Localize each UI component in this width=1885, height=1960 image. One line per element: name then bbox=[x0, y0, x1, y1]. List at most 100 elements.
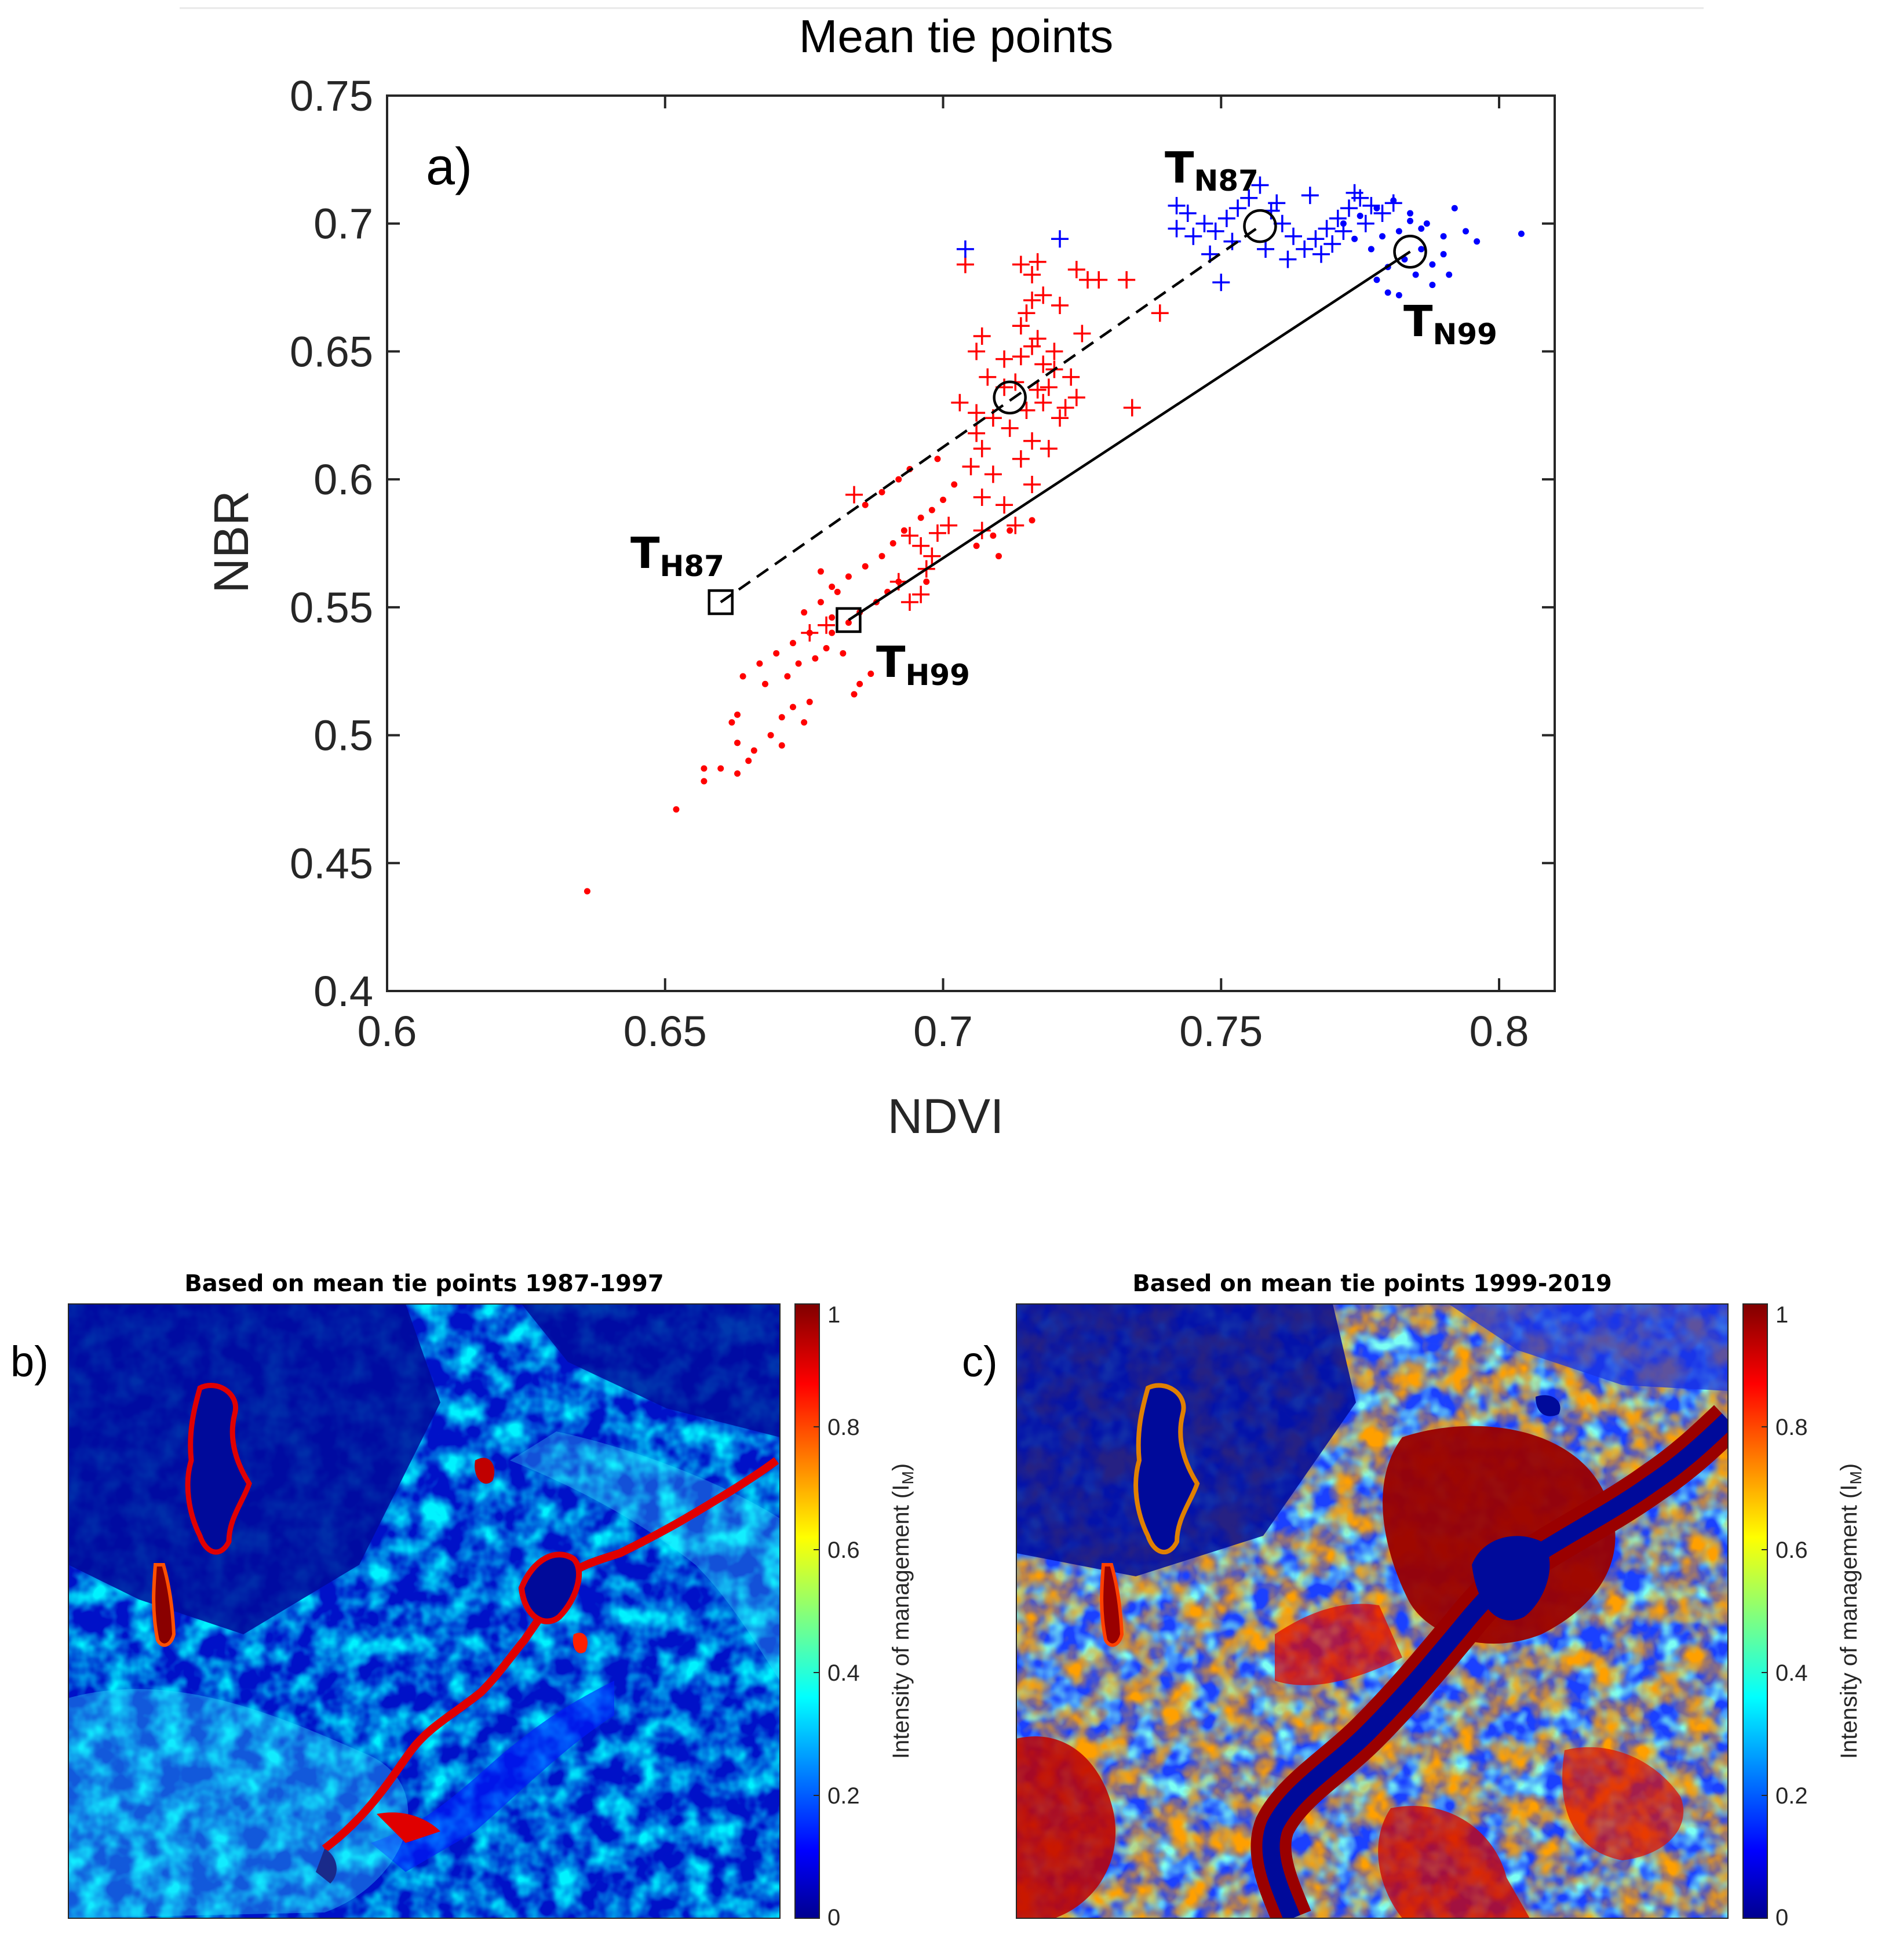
scatter-point-plus bbox=[973, 440, 991, 458]
colorbar-tick-label: 0.4 bbox=[1775, 1660, 1808, 1686]
scatter-point-plus bbox=[1034, 286, 1052, 304]
tie-label-n99: TN99 bbox=[1403, 297, 1497, 351]
colorbar-c-ticks: 0 0.2 0.4 0.6 0.8 1 bbox=[1762, 1302, 1808, 1930]
scatter-point-dot bbox=[928, 507, 935, 513]
scatter-point-plus bbox=[1067, 388, 1085, 406]
colorbar-tick-label: 0.8 bbox=[1775, 1415, 1808, 1440]
scatter-point-plus bbox=[1206, 222, 1224, 240]
scatter-point-dot bbox=[728, 719, 735, 726]
colorbar-tick-label: 0.2 bbox=[1775, 1783, 1808, 1809]
scatter-point-plus bbox=[1051, 296, 1069, 314]
scatter-point-plus bbox=[1168, 220, 1186, 238]
scatter-point-dot bbox=[878, 553, 885, 560]
scatter-point-dot bbox=[1395, 292, 1402, 298]
scatter-point-dot bbox=[584, 888, 590, 895]
scatter-point-plus bbox=[984, 465, 1002, 483]
scatter-point-dot bbox=[840, 650, 847, 657]
scatter-point-dot bbox=[1418, 225, 1425, 232]
scatter-point-plus bbox=[1184, 227, 1202, 245]
scatter-point-dot bbox=[845, 573, 852, 580]
scatter-point-plus bbox=[1279, 250, 1297, 268]
scatter-point-plus bbox=[1023, 292, 1041, 309]
x-tick-label: 0.75 bbox=[1179, 1007, 1263, 1055]
scatter-point-dot bbox=[739, 673, 746, 680]
colorbar-tick-label: 0.8 bbox=[827, 1415, 860, 1440]
scatter-point-plus bbox=[973, 522, 991, 540]
panel-c-label: c) bbox=[962, 1338, 998, 1386]
scatter-point-plus bbox=[979, 368, 997, 386]
tie-point-circle bbox=[1243, 209, 1277, 243]
colorbar-tick-label: 0 bbox=[827, 1905, 840, 1930]
scatter-point-dot bbox=[1384, 289, 1391, 296]
scatter-point-plus bbox=[1229, 199, 1247, 217]
y-axis-label: NBR bbox=[204, 490, 258, 593]
tie-point-square bbox=[708, 589, 734, 615]
scatter-point-dot bbox=[867, 671, 874, 677]
scatter-point-plus bbox=[996, 496, 1013, 514]
scatter-point-plus bbox=[1018, 304, 1036, 322]
scatter-point-dot bbox=[990, 532, 997, 539]
scatter-point-plus bbox=[1357, 214, 1374, 232]
scatter-point-plus bbox=[1012, 256, 1030, 274]
scatter-point-plus bbox=[968, 343, 986, 360]
scatter-point-plus bbox=[1251, 176, 1269, 194]
scatter-point-dot bbox=[806, 629, 813, 636]
scatter-panel: Mean tie points 0.4 0.45 0.5 0.55 0.6 0.65 0.7… bbox=[204, 10, 1556, 1143]
scatter-point-plus bbox=[1012, 348, 1030, 366]
map-panel-1999-2019: Based on mean tie points 1999-2019 c) 00… bbox=[962, 1270, 1865, 1930]
y-tick-label: 0.45 bbox=[290, 839, 373, 887]
scatter-point-plus bbox=[1073, 325, 1091, 343]
scatter-point-dot bbox=[856, 680, 863, 687]
scatter-point-plus bbox=[1179, 205, 1197, 223]
tie-lines bbox=[720, 225, 1411, 621]
plot-frame bbox=[386, 94, 1556, 992]
scatter-point-dot bbox=[1440, 233, 1447, 240]
scatter-point-dot bbox=[1379, 233, 1386, 240]
scatter-point-plus bbox=[912, 585, 930, 603]
map-c-title: Based on mean tie points 1999-2019 bbox=[1132, 1270, 1611, 1297]
scatter-point-plus bbox=[1062, 368, 1080, 386]
map-b-title: Based on mean tie points 1987-1997 bbox=[184, 1270, 663, 1297]
scatter-point-dot bbox=[701, 778, 708, 785]
scatter-point-plus bbox=[1240, 189, 1258, 207]
scatter-point-plus bbox=[1340, 199, 1358, 217]
tie-label-n87: TN87 bbox=[1165, 143, 1259, 198]
scatter-point-dot bbox=[1440, 251, 1447, 258]
colorbar-b bbox=[794, 1303, 820, 1919]
y-tick-label: 0.55 bbox=[290, 584, 373, 632]
scatter-point-plus bbox=[1212, 274, 1230, 292]
scatter-point-dot bbox=[734, 770, 741, 777]
scatter-point-dot bbox=[829, 629, 836, 636]
colorbar-tick-label: 0.2 bbox=[827, 1783, 860, 1809]
scatter-point-plus bbox=[1051, 409, 1069, 427]
scatter-point-plus bbox=[962, 458, 980, 476]
scatter-point-dot bbox=[923, 578, 930, 585]
scatter-point-plus bbox=[1029, 330, 1047, 348]
scatter-point-dot bbox=[995, 553, 1002, 560]
panel-a-label: a) bbox=[426, 138, 472, 196]
scatter-point-plus bbox=[1012, 450, 1030, 468]
scatter-point-plus bbox=[1118, 271, 1136, 289]
scatter-point-dot bbox=[1395, 228, 1402, 235]
colorbar-tick-label: 0.6 bbox=[1775, 1538, 1808, 1563]
scatter-point-dot bbox=[1518, 230, 1525, 237]
scatter-point-dot bbox=[1429, 261, 1436, 268]
scatter-point-dot bbox=[767, 732, 774, 739]
scatter-point-plus bbox=[1312, 245, 1330, 263]
scatter-point-plus bbox=[973, 327, 991, 345]
map-panel-1987-1997: Based on mean tie points 1987-1997 b) 00… bbox=[10, 1270, 917, 1930]
map-b-image bbox=[68, 1304, 780, 1918]
tie-label-h87: TH87 bbox=[630, 529, 724, 583]
scatter-point-dot bbox=[1373, 205, 1380, 212]
scatter-point-plus bbox=[1151, 304, 1169, 322]
scatter-point-dot bbox=[1407, 217, 1414, 224]
colorbar-b-label: Intensity of management (IM) bbox=[888, 1463, 917, 1759]
scatter-point-plus bbox=[1285, 227, 1303, 245]
scatter-point-plus bbox=[1318, 220, 1336, 238]
scatter-point-plus bbox=[1001, 419, 1019, 437]
scatter-point-plus bbox=[968, 424, 986, 442]
scatter-point-dot bbox=[789, 640, 796, 647]
colorbar-c-label: Intensity of management (IM) bbox=[1836, 1463, 1865, 1759]
scatter-point-plus bbox=[1307, 230, 1325, 248]
